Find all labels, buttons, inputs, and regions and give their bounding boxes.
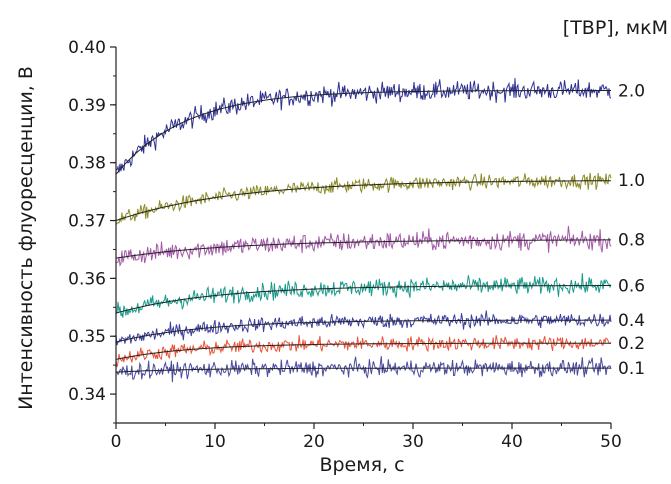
series-0.4-fit: [115, 319, 611, 343]
series-label: 0.8: [618, 231, 645, 251]
y-tick-label: 0.34: [68, 385, 106, 405]
series-label: 1.0: [618, 171, 645, 191]
x-tick-label: 0: [111, 432, 122, 452]
x-tick-label: 10: [204, 432, 226, 452]
series-label: 0.6: [618, 276, 645, 296]
y-tick-label: 0.38: [68, 154, 106, 174]
x-tick-label: 40: [501, 432, 523, 452]
x-tick-label: 50: [600, 432, 622, 452]
x-ticks: 0 10 20 30 40 50: [111, 423, 622, 452]
y-ticks: 0.34 0.35 0.36 0.37 0.38 0.39 0.40: [68, 38, 116, 424]
series-0.6-line: [115, 273, 612, 318]
x-tick-label: 30: [402, 432, 424, 452]
series-1.0-fit: [115, 180, 611, 221]
y-tick-label: 0.35: [68, 327, 106, 347]
y-tick-label: 0.37: [68, 212, 106, 232]
series-1.0-line: [115, 172, 612, 226]
series-0.8-fit: [115, 239, 611, 259]
series-0.4-line: [115, 310, 612, 346]
fit-curves: [115, 90, 611, 373]
series-2.0-fit: [115, 90, 611, 175]
series-0.8-line: [116, 225, 612, 267]
series-label: 2.0: [618, 81, 645, 101]
series-0.6-fit: [115, 285, 611, 314]
series-label: 0.4: [618, 311, 645, 331]
y-tick-label: 0.39: [68, 96, 106, 116]
x-axis-title: Время, с: [319, 454, 404, 476]
legend-title: [TBP], мкМ: [563, 17, 668, 39]
series-0.2-line: [115, 335, 612, 368]
series-0.1-fit: [115, 367, 611, 373]
plot-series: [115, 78, 612, 383]
series-label: 0.1: [618, 359, 645, 379]
series-labels: 2.0 1.0 0.8 0.6 0.4 0.2 0.1: [618, 81, 645, 379]
series-label: 0.2: [618, 334, 645, 354]
series-0.1-line: [115, 356, 612, 383]
series-0.2-fit: [115, 342, 611, 360]
y-tick-label: 0.36: [68, 269, 106, 289]
y-tick-label: 0.40: [68, 38, 106, 58]
x-tick-label: 20: [303, 432, 325, 452]
y-axis-title: Интенсивность флуоресценции, В: [15, 66, 37, 410]
